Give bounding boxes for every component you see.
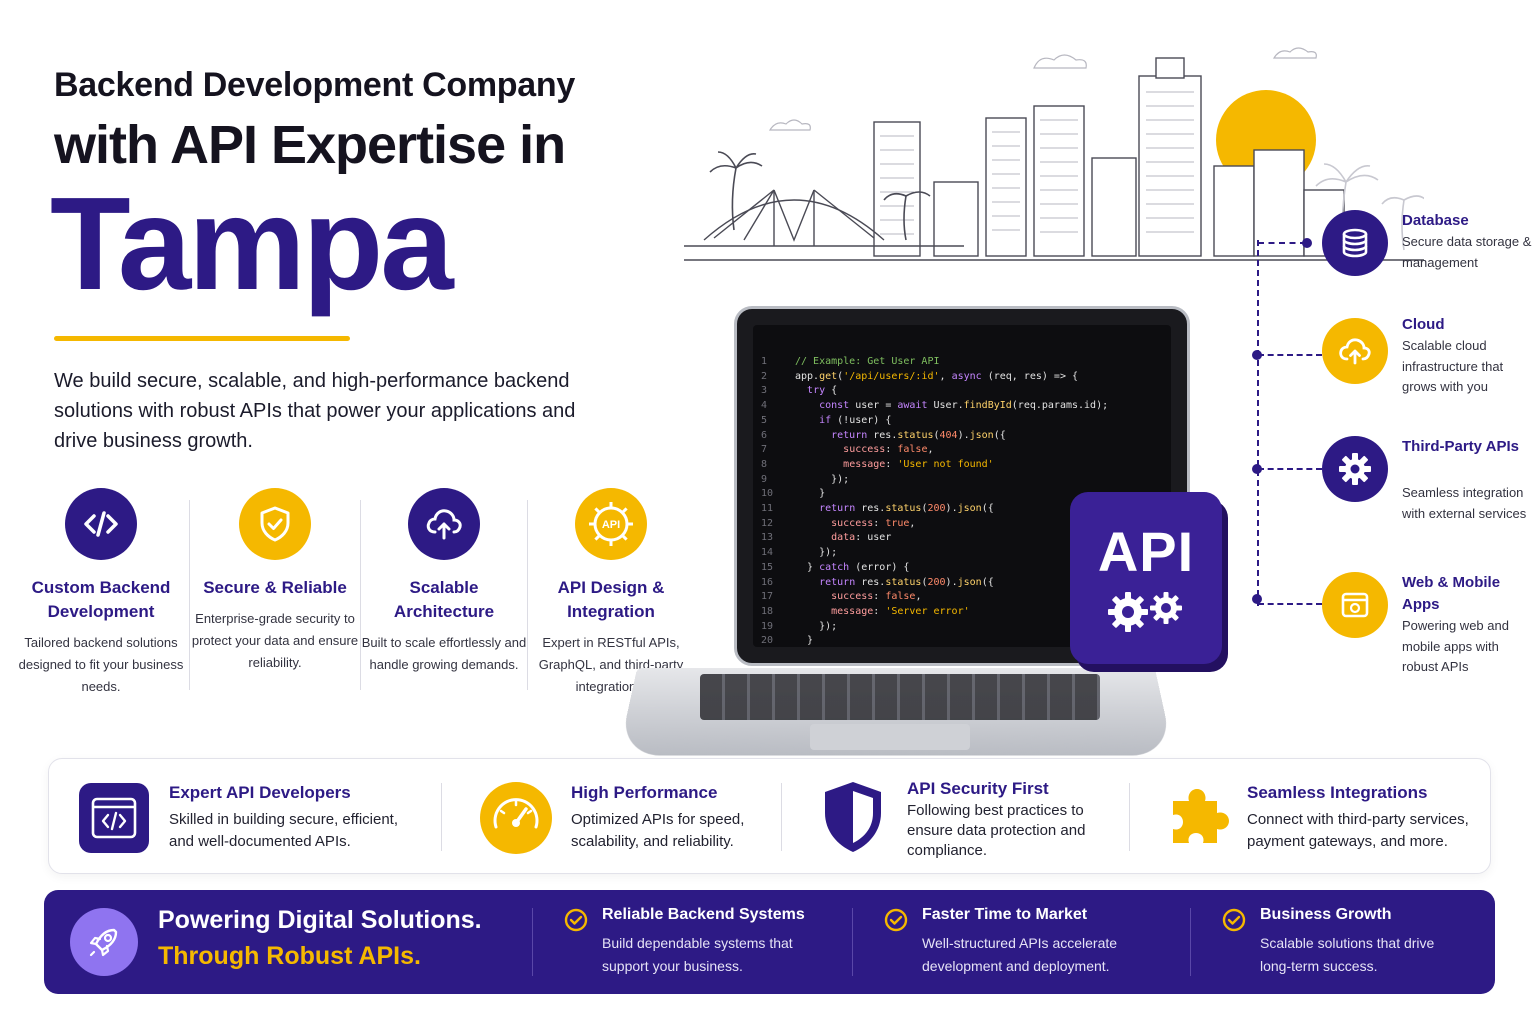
service-desc: Scalable cloud infrastructure that grows… [1402,336,1532,398]
cloud-upload-icon [408,488,480,560]
code-line: 6 return res.status(404).json({ [761,429,1161,444]
svg-text:API: API [602,519,620,531]
shield-check-icon [239,488,311,560]
speedometer-icon [479,781,553,855]
divider [1190,908,1191,976]
service-cloud: Cloud Scalable cloud infrastructure that… [1322,318,1388,384]
banner-item-title: Faster Time to Market [922,906,1087,924]
feature-scalable: Scalable Architecture Built to scale eff… [359,488,529,676]
highlights-card: Expert API Developers Skilled in buildin… [48,758,1491,874]
service-title: Database [1402,210,1532,232]
highlight-title: Seamless Integrations [1247,783,1427,803]
check-circle-icon [1222,908,1246,932]
code-line: 3 try { [761,384,1161,399]
banner-line-2: Through Robust APIs. [158,942,421,971]
check-circle-icon [884,908,908,932]
connector-line [1257,240,1259,606]
banner-item-title: Business Growth [1260,906,1392,924]
headline-city: Tampa [50,178,451,310]
code-line: 8 message: 'User not found' [761,458,1161,473]
service-database: Database Secure data storage & managemen… [1322,210,1388,276]
code-line: 5 if (!user) { [761,414,1161,429]
feature-title: Scalable Architecture [359,576,529,624]
banner-item-desc: Build dependable systems that support yo… [602,932,802,978]
connector-line [1258,354,1322,356]
service-desc: Secure data storage & management [1402,232,1532,273]
headline-underline [54,336,350,341]
connector-line [1258,603,1322,605]
service-desc: Powering web and mobile apps with robust… [1402,616,1532,678]
connector-line [1258,468,1322,470]
code-line: 7 success: false, [761,443,1161,458]
divider [441,783,442,851]
browser-icon [1322,572,1388,638]
service-third-party: Third-Party APIs Seamless integration wi… [1322,436,1388,502]
gear-icon [1322,436,1388,502]
code-icon [65,488,137,560]
highlight-integrations: Seamless Integrations Connect with third… [1169,759,1489,875]
rocket-icon [70,908,138,976]
service-title: Third-Party APIs [1402,436,1532,458]
code-line: 9 }); [761,473,1161,488]
connector-line [1258,242,1306,244]
database-icon [1322,210,1388,276]
service-title: Cloud [1402,314,1532,336]
highlight-security: API Security First Following best practi… [821,759,1141,875]
service-title: Web & Mobile Apps [1402,572,1532,616]
feature-desc: Built to scale effortlessly and handle g… [359,632,529,676]
banner-item-desc: Scalable solutions that drive long-term … [1260,932,1450,978]
divider [852,908,853,976]
tampa-skyline-illustration [684,40,1424,280]
banner-item-title: Reliable Backend Systems [602,906,805,924]
highlight-title: High Performance [571,783,717,803]
feature-desc: Tailored backend solutions designed to f… [16,632,186,698]
highlight-desc: Connect with third-party services, payme… [1247,809,1487,853]
shield-icon [821,779,885,855]
highlight-desc: Skilled in building secure, efficient, a… [169,809,419,853]
code-line: 1// Example: Get User API [761,355,1161,370]
divider [532,908,533,976]
divider [1129,783,1130,851]
feature-secure: Secure & Reliable Enterprise-grade secur… [190,488,360,674]
code-window-icon [77,781,151,855]
highlight-title: Expert API Developers [169,783,351,803]
banner-line-1: Powering Digital Solutions. [158,906,482,935]
highlight-desc: Optimized APIs for speed, scalability, a… [571,809,771,853]
feature-title: Secure & Reliable [190,576,360,600]
highlight-performance: High Performance Optimized APIs for spee… [479,759,799,875]
feature-title: API Design & Integration [526,576,696,624]
divider [781,783,782,851]
feature-desc: Enterprise-grade security to protect you… [190,608,360,674]
service-desc: Seamless integration with external servi… [1402,483,1532,524]
laptop-keyboard [700,674,1100,720]
laptop-trackpad [810,724,970,750]
feature-api-design: API API Design & Integration Expert in R… [526,488,696,698]
headline-line-1: Backend Development Company [54,66,575,105]
highlight-desc: Following best practices to ensure data … [907,801,1097,861]
bottom-banner: Powering Digital Solutions. Through Robu… [44,890,1495,994]
intro-text: We build secure, scalable, and high-perf… [54,366,614,456]
cloud-icon [1322,318,1388,384]
api-badge: API [1070,492,1222,664]
service-web-mobile: Web & Mobile Apps Powering web and mobil… [1322,572,1388,638]
check-circle-icon [564,908,588,932]
api-badge-label: API [1098,519,1194,584]
code-line: 2 app.get('/api/users/:id', async (req, r… [761,370,1161,385]
headline-line-2: with API Expertise in [54,114,565,176]
banner-item-desc: Well-structured APIs accelerate developm… [922,932,1142,978]
gears-icon [1098,584,1194,638]
highlight-title: API Security First [907,779,1049,799]
puzzle-icon [1169,785,1231,847]
feature-title: Custom Backend Development [16,576,186,624]
api-gear-icon: API [575,488,647,560]
feature-custom-backend: Custom Backend Development Tailored back… [16,488,186,698]
code-line: 4 const user = await User.findById(req.p… [761,399,1161,414]
highlight-expert-developers: Expert API Developers Skilled in buildin… [77,759,437,875]
